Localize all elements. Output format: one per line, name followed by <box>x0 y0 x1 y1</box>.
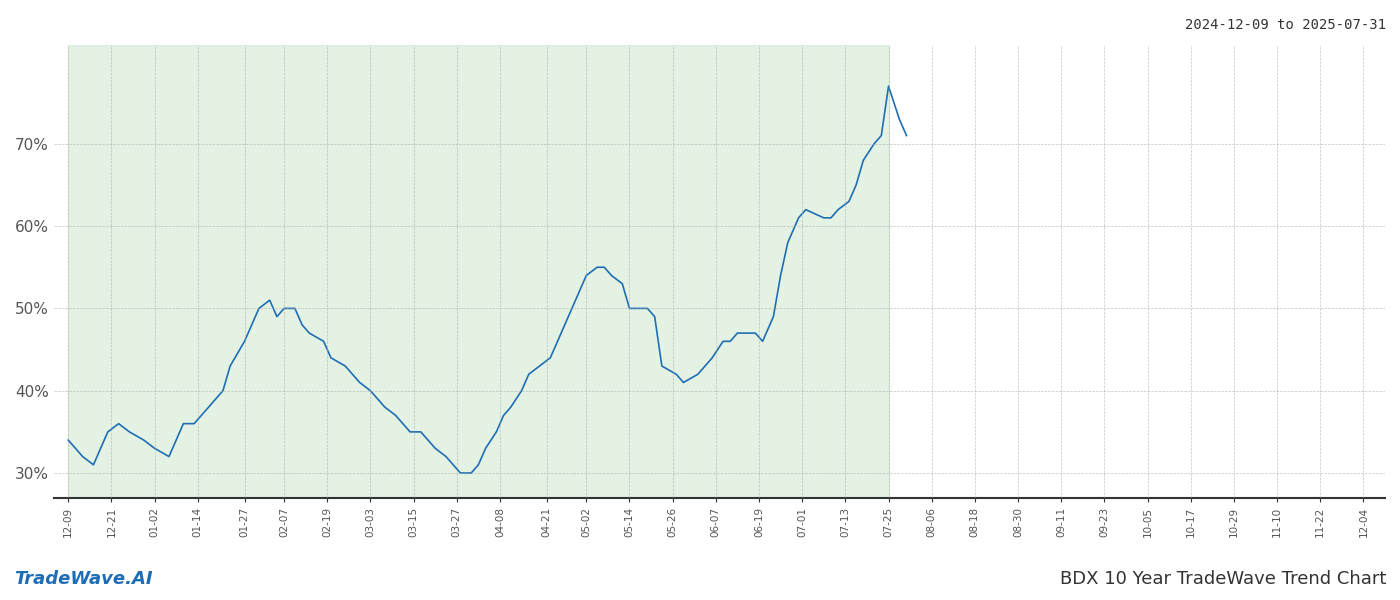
Text: TradeWave.AI: TradeWave.AI <box>14 570 153 588</box>
Bar <box>69 45 889 498</box>
Text: BDX 10 Year TradeWave Trend Chart: BDX 10 Year TradeWave Trend Chart <box>1060 570 1386 588</box>
Text: 2024-12-09 to 2025-07-31: 2024-12-09 to 2025-07-31 <box>1184 18 1386 32</box>
